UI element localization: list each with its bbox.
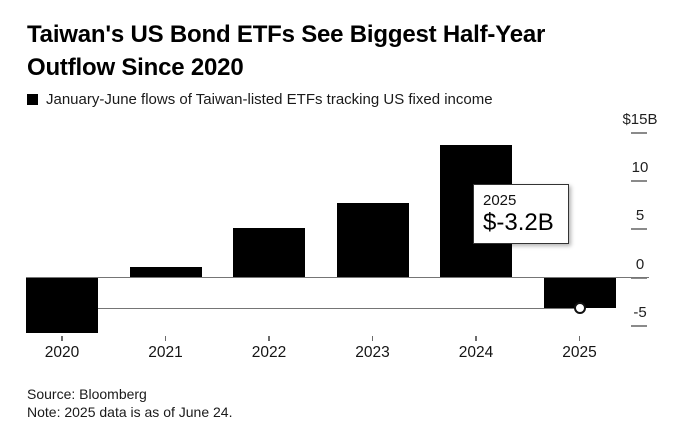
x-tick-2024 (475, 336, 477, 341)
bar-2023[interactable] (336, 203, 409, 278)
legend-square-icon (27, 93, 38, 105)
bar-2020[interactable] (26, 277, 98, 334)
y-tick-label-0: 0 (635, 255, 645, 273)
y-tick-dash-5 (631, 228, 647, 231)
y-tick-dash-15 (631, 131, 647, 134)
x-label-2020: 2020 (44, 344, 80, 361)
x-label-2024: 2024 (458, 344, 494, 361)
x-label-2025: 2025 (562, 344, 597, 361)
footer: Source: Bloomberg Note: 2025 data is as … (27, 386, 527, 421)
tooltip-year: 2025 (483, 192, 517, 209)
data-note: Note: 2025 data is as of June 24. (27, 403, 233, 420)
y-tick-dash--5 (631, 324, 647, 327)
source-note: Source: Bloomberg (27, 386, 147, 402)
y-tick-label--5: -5 (633, 303, 647, 321)
x-label-2021: 2021 (148, 344, 183, 361)
y-tick-dash-10 (631, 180, 647, 182)
x-tick-2020 (61, 336, 63, 341)
legend: January-June flows of Taiwan-listed ETFs… (27, 89, 647, 109)
x-tick-2023 (371, 336, 374, 341)
x-label-2023: 2023 (355, 344, 390, 361)
y-tick-label-5: 5 (635, 207, 645, 225)
hover-value-line (26, 307, 580, 310)
zero-axis-line (26, 276, 649, 279)
x-tick-2022 (268, 336, 270, 341)
bar-2021[interactable] (129, 266, 202, 278)
tooltip: 2025 $-3.2B (473, 184, 569, 244)
x-tick-2025 (578, 336, 581, 341)
y-tick-label-15: $15B (622, 110, 658, 128)
bar-2022[interactable] (233, 228, 305, 278)
hover-point-marker (573, 302, 586, 315)
legend-label: January-June flows of Taiwan-listed ETFs… (46, 90, 493, 108)
tooltip-value: $-3.2B (483, 209, 554, 236)
page-title: Taiwan's US Bond ETFs See Biggest Half-Y… (27, 18, 647, 84)
x-label-2022: 2022 (251, 344, 287, 361)
title-line-1: Taiwan's US Bond ETFs See Biggest Half-Y… (27, 21, 546, 48)
title-line-2: Outflow Since 2020 (27, 54, 244, 81)
y-tick-label-10: 10 (631, 159, 649, 176)
x-tick-2021 (164, 336, 167, 341)
